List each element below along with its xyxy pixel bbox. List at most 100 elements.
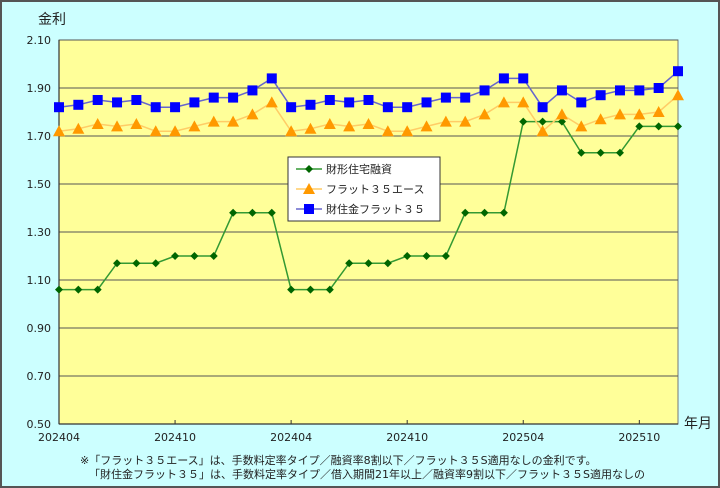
data-point xyxy=(132,259,141,268)
data-point xyxy=(207,115,220,127)
data-point xyxy=(93,285,102,294)
data-point xyxy=(74,285,83,294)
data-point xyxy=(189,97,200,108)
data-point xyxy=(208,92,219,103)
data-point xyxy=(498,73,509,84)
data-point xyxy=(420,120,433,132)
data-point xyxy=(92,95,103,105)
x-axis-title: 年月 xyxy=(684,416,712,432)
legend-item: フラット３５エース xyxy=(296,183,424,196)
data-point xyxy=(440,92,451,103)
data-point xyxy=(303,183,315,194)
data-point xyxy=(383,259,392,268)
series-square xyxy=(54,66,683,113)
data-point xyxy=(113,259,122,268)
x-tick-label: 202410 xyxy=(386,431,428,444)
data-point xyxy=(538,117,547,126)
data-point xyxy=(345,259,354,268)
data-point xyxy=(557,117,566,126)
data-point xyxy=(653,83,664,93)
data-point xyxy=(55,285,63,294)
data-point xyxy=(654,122,663,131)
x-tick-label: 202504 xyxy=(502,431,544,444)
data-point xyxy=(112,97,123,108)
data-point xyxy=(285,125,298,137)
data-point xyxy=(363,95,374,105)
y-tick-label: 0.50 xyxy=(27,418,52,431)
y-tick-label: 0.90 xyxy=(27,322,52,335)
data-point xyxy=(672,89,684,101)
data-point xyxy=(536,125,549,137)
y-tick-label: 1.90 xyxy=(27,82,52,95)
data-point xyxy=(674,122,682,131)
data-point xyxy=(228,92,239,103)
data-point xyxy=(73,99,84,110)
data-point xyxy=(576,97,587,108)
data-point xyxy=(537,102,548,113)
data-point xyxy=(596,148,605,157)
data-point xyxy=(575,120,588,132)
data-point xyxy=(556,85,567,96)
data-point xyxy=(480,208,489,217)
y-tick-label: 1.30 xyxy=(27,226,52,239)
data-point xyxy=(265,96,278,108)
x-tick-label: 202404 xyxy=(38,431,80,444)
y-tick-label: 2.10 xyxy=(27,34,52,47)
data-point xyxy=(460,92,471,103)
y-tick-label: 1.50 xyxy=(27,178,52,191)
data-point xyxy=(635,122,644,131)
data-point xyxy=(227,115,240,127)
legend-label: フラット３５エース xyxy=(326,183,424,196)
data-point xyxy=(421,97,432,108)
data-point xyxy=(555,108,568,120)
data-point xyxy=(209,252,218,260)
data-point xyxy=(613,108,626,120)
data-point xyxy=(287,285,296,294)
data-point xyxy=(229,208,238,217)
data-point xyxy=(595,90,606,101)
data-point xyxy=(53,125,65,137)
data-point xyxy=(131,95,142,105)
data-point xyxy=(461,208,470,217)
data-point xyxy=(364,259,373,268)
data-point xyxy=(441,252,450,260)
y-axis-ticks: 2.10 1.90 1.70 1.50 1.30 1.10 0.90 0.70 0.50 xyxy=(27,34,52,431)
data-point xyxy=(594,113,607,125)
data-point xyxy=(267,208,276,217)
data-point xyxy=(286,102,297,113)
data-point xyxy=(403,252,412,260)
y-axis-title: 金利 xyxy=(38,12,66,28)
data-point xyxy=(517,96,530,108)
footnote-2: 「財住金フラット３５」は、手数料定率タイプ／借入期間21年以上／融資率9割以下／… xyxy=(89,467,645,481)
data-point xyxy=(362,118,375,129)
data-point xyxy=(323,118,336,129)
x-axis-ticks: 202404 202410 202404 202410 202504 202510 xyxy=(38,420,660,444)
footnote-1: ※「フラット３５エース」は、手数料定率タイプ／融資率8割以下／フラット３５S適用… xyxy=(80,453,597,467)
y-tick-label: 0.70 xyxy=(27,370,52,383)
data-point xyxy=(673,66,683,77)
data-point xyxy=(247,85,258,96)
y-tick-label: 1.70 xyxy=(27,130,52,143)
data-point xyxy=(91,118,104,129)
data-point xyxy=(439,115,452,127)
data-point xyxy=(497,96,510,108)
data-point xyxy=(343,120,356,132)
data-point xyxy=(72,122,85,134)
series-group xyxy=(53,66,684,294)
data-point xyxy=(459,115,472,127)
y-tick-label: 1.10 xyxy=(27,274,52,287)
data-point xyxy=(54,102,64,113)
data-point xyxy=(577,148,586,157)
data-point xyxy=(634,85,645,96)
legend-label: 財住金フラット３５ xyxy=(326,202,425,216)
data-point xyxy=(151,259,160,268)
series-triangle xyxy=(53,89,684,137)
data-point xyxy=(478,108,491,120)
data-point xyxy=(633,108,646,120)
data-point xyxy=(305,99,316,110)
series-diamond xyxy=(55,117,682,294)
data-point xyxy=(169,125,182,137)
data-point xyxy=(171,252,180,260)
